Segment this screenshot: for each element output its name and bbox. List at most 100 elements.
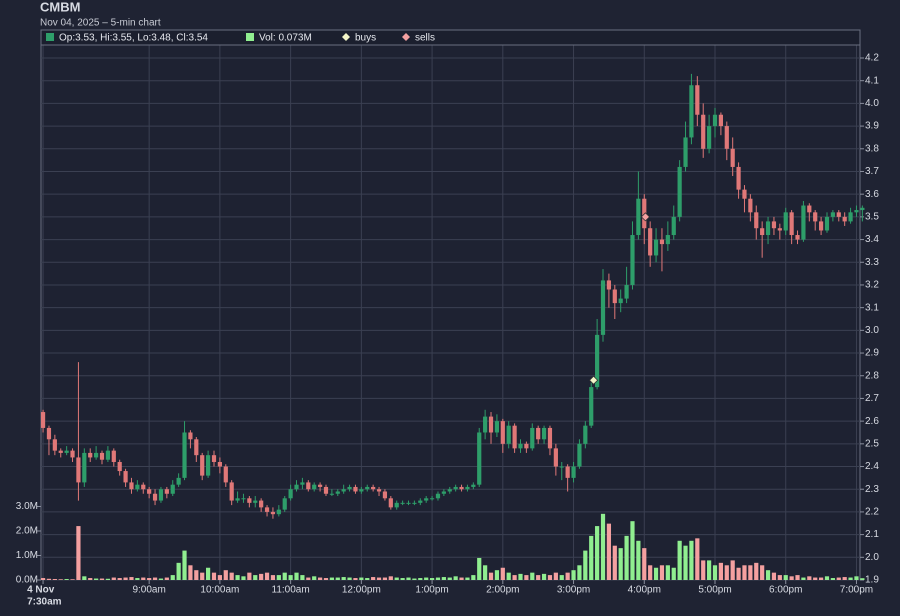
volume-bar <box>353 578 358 580</box>
volume-bar <box>536 575 541 580</box>
chart-subtitle: Nov 04, 2025 – 5-min chart <box>40 18 161 29</box>
candle-body <box>147 489 152 494</box>
x-tick-label: 6:00pm <box>769 585 802 596</box>
volume-bar <box>376 577 382 580</box>
volume-bar <box>329 577 334 580</box>
volume-bar <box>636 540 641 580</box>
candle-body <box>406 502 411 504</box>
volume-bar <box>76 526 81 580</box>
volume-bar <box>323 578 329 580</box>
candle-body <box>506 425 511 444</box>
candle-body <box>801 205 806 240</box>
candle-body <box>541 427 547 440</box>
volume-bar <box>771 572 777 580</box>
candle-body <box>677 166 682 217</box>
volume-bar <box>424 577 429 580</box>
volume-bar <box>229 572 234 580</box>
volume-bar <box>129 577 134 580</box>
candle-body <box>824 216 830 231</box>
y-tick-label: 4.2 <box>865 53 879 64</box>
y2-tick-label: 2.0M <box>16 526 38 537</box>
candle-body <box>512 425 517 449</box>
volume-bar <box>477 557 482 580</box>
legend-swatch <box>342 33 350 41</box>
x-tick-label: 12:00pm <box>342 585 381 596</box>
candle-body <box>718 114 723 127</box>
candle-body <box>164 489 169 494</box>
y-tick-label: 3.5 <box>865 212 879 223</box>
candle-body <box>818 221 824 231</box>
candle-body <box>648 228 653 256</box>
volume-bar <box>270 575 276 580</box>
volume-bar <box>860 578 865 580</box>
candle-body <box>170 484 175 494</box>
volume-bar <box>571 570 576 580</box>
candle-body <box>88 452 93 458</box>
volume-bar <box>707 560 712 580</box>
candle-body <box>217 461 222 467</box>
volume-bar <box>99 578 105 580</box>
volume-bar <box>441 577 446 580</box>
y-tick-label: 3.4 <box>865 234 879 245</box>
volume-bar <box>659 565 665 580</box>
volume-bar <box>64 579 69 580</box>
volume-bar <box>512 575 517 580</box>
volume-bar <box>406 577 411 580</box>
volume-bar <box>683 545 688 580</box>
volume-bar <box>724 565 729 580</box>
candle-body <box>294 484 299 490</box>
grid: 1.9 2.0 2.1 2.2 2.3 2.4 2.5 2.6 2.7 2.8 2.9 3.0 3.1 3… <box>16 45 879 608</box>
candle-body <box>589 387 594 426</box>
volume-bar <box>40 578 46 580</box>
volume-bar <box>223 570 228 580</box>
volume-bar <box>164 577 169 580</box>
volume-bar <box>494 570 500 580</box>
candle-body <box>754 212 759 229</box>
volume-bar <box>341 577 346 580</box>
candle-body <box>288 489 293 499</box>
volume-bar <box>347 577 352 580</box>
volume-bar <box>648 565 653 580</box>
candle-body <box>176 477 181 485</box>
legend-swatch <box>402 33 410 41</box>
volume-bar <box>589 535 594 580</box>
candle-body <box>553 448 558 467</box>
volume-bar <box>170 575 175 580</box>
candle-body <box>317 484 323 487</box>
y-tick-label: 3.2 <box>865 280 879 291</box>
volume-bar <box>365 578 370 580</box>
y-tick-label: 2.6 <box>865 416 879 427</box>
candle-body <box>547 427 553 449</box>
candle-body <box>524 443 529 449</box>
candle-body <box>388 498 393 508</box>
candle-body <box>223 466 228 483</box>
volume-bar <box>300 575 305 580</box>
volume-bar <box>282 572 287 580</box>
candle-body <box>760 228 765 236</box>
volume-bar <box>612 545 617 580</box>
candle-body <box>618 298 623 304</box>
volume-bar <box>276 575 281 580</box>
candle-body <box>577 443 582 467</box>
candle-body <box>371 486 376 490</box>
candle-body <box>600 280 606 335</box>
y-tick-label: 4.1 <box>865 75 879 86</box>
plot-frame <box>40 29 861 581</box>
candle-body <box>736 166 741 190</box>
candle-body <box>152 493 158 501</box>
volume-bar <box>241 576 246 580</box>
volume-bar <box>259 573 264 580</box>
volume-bar <box>253 575 258 580</box>
candle-body <box>188 432 193 440</box>
candle-body <box>730 148 735 167</box>
candle-body <box>129 482 134 490</box>
candle-body <box>353 486 358 492</box>
volume-bar <box>465 577 470 580</box>
volume-bar <box>795 575 800 580</box>
volume-bar <box>518 573 523 580</box>
legend-label: buys <box>355 33 376 44</box>
volume-bar <box>459 577 464 580</box>
volume-bar <box>123 577 128 580</box>
x-tick-label: 5:00pm <box>698 585 731 596</box>
